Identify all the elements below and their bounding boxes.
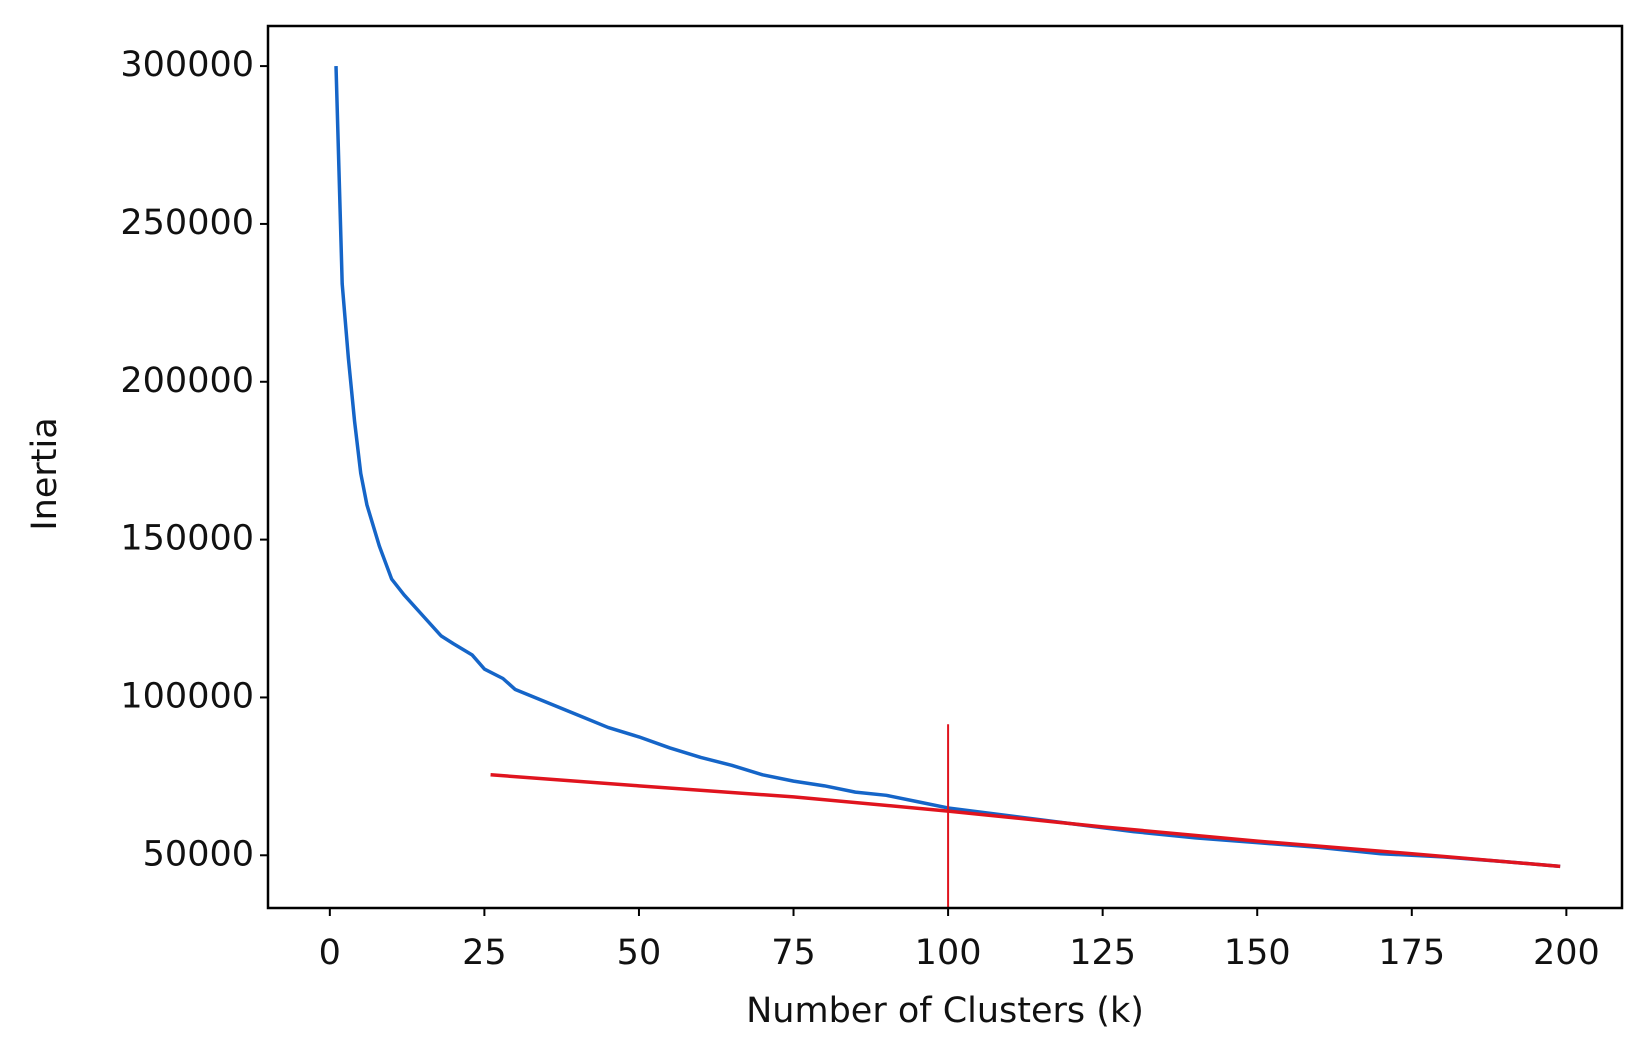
y-axis-label: Inertia <box>25 417 65 530</box>
x-tick-label: 75 <box>771 933 816 973</box>
x-axis-label: Number of Clusters (k) <box>746 991 1144 1031</box>
y-tick-label: 250000 <box>120 203 254 243</box>
data-line <box>490 773 1561 869</box>
x-tick-label: 175 <box>1378 933 1445 973</box>
data-line <box>334 66 1561 869</box>
x-tick-label: 50 <box>617 933 662 973</box>
plot-frame <box>266 24 1624 910</box>
x-tick-label: 150 <box>1224 933 1291 973</box>
y-tick-label: 100000 <box>120 676 254 716</box>
y-tick-label: 200000 <box>120 361 254 401</box>
y-tick-label: 150000 <box>120 519 254 559</box>
x-tick-label: 100 <box>915 933 982 973</box>
x-tick-label: 0 <box>319 933 341 973</box>
x-tick-label: 200 <box>1533 933 1600 973</box>
x-tick-label: 25 <box>462 933 507 973</box>
y-tick-label: 300000 <box>120 45 254 85</box>
x-tick-label: 125 <box>1069 933 1136 973</box>
y-tick-label: 50000 <box>143 834 254 874</box>
